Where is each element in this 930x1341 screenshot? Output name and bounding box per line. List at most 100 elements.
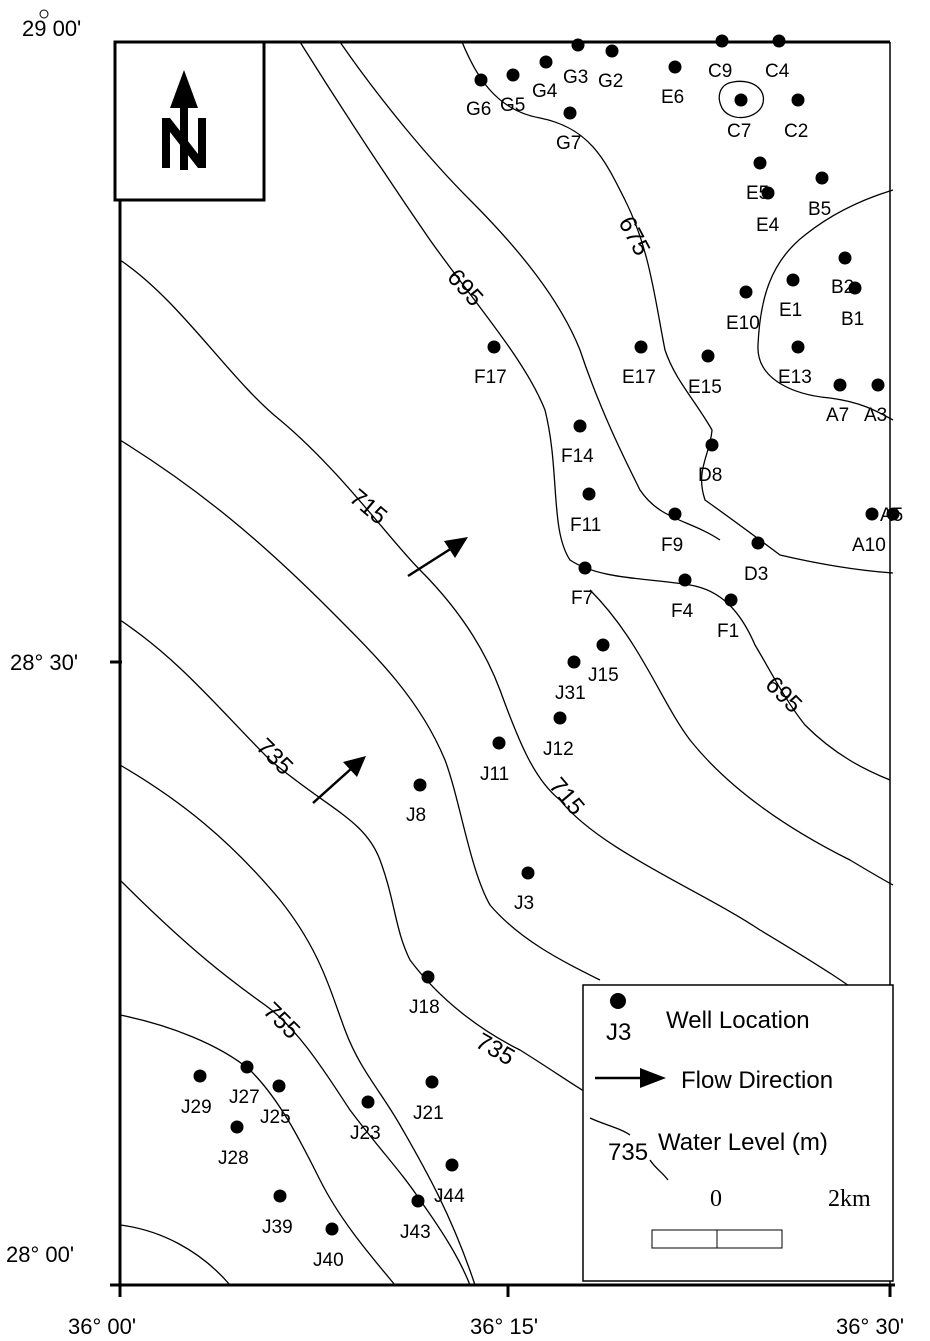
well-label: F7 <box>571 588 593 609</box>
well-label: J39 <box>262 1217 293 1238</box>
well-g5: G5 <box>500 68 525 116</box>
flow-arrows <box>312 537 468 804</box>
contour-755 <box>119 879 471 1286</box>
well-marker <box>865 507 879 521</box>
well-marker <box>739 285 753 299</box>
well-label: G4 <box>532 81 558 102</box>
well-label: G5 <box>500 95 525 116</box>
well-marker <box>715 34 729 48</box>
well-marker <box>634 340 648 354</box>
well-label: F1 <box>717 621 739 642</box>
contour-line-c <box>119 1224 231 1286</box>
well-label: A7 <box>826 405 849 426</box>
contour-label-735-west: 735 <box>251 733 298 780</box>
well-label: D3 <box>744 564 768 585</box>
well-c9: C9 <box>708 34 732 82</box>
contour-label-695-south: 695 <box>760 671 807 718</box>
well-marker <box>761 186 775 200</box>
well-label: J44 <box>434 1186 465 1207</box>
contour-line-b <box>119 1014 396 1286</box>
well-label: B5 <box>808 199 831 220</box>
well-label: E10 <box>726 313 760 334</box>
well-c4: C4 <box>765 34 790 82</box>
lon-label-mid: 36° 15' <box>470 1314 538 1339</box>
legend-contour-sample-line <box>589 1117 669 1181</box>
well-marker <box>425 1075 439 1089</box>
well-f11: F11 <box>570 487 601 536</box>
contour-695 <box>299 41 891 781</box>
well-label: J31 <box>555 683 586 704</box>
well-label: E17 <box>622 367 656 388</box>
well-f17: F17 <box>474 340 507 388</box>
legend-flow-arrow-head <box>640 1068 666 1088</box>
well-label: F14 <box>561 446 594 467</box>
well-label: G2 <box>598 71 623 92</box>
well-f1: F1 <box>717 593 739 642</box>
scale-end: 2km <box>828 1186 871 1212</box>
well-label: F4 <box>671 601 694 622</box>
well-label: J18 <box>409 997 440 1018</box>
well-label: E6 <box>661 87 684 108</box>
well-marker <box>833 378 847 392</box>
well-marker <box>668 507 682 521</box>
well-marker <box>413 778 427 792</box>
well-e5: E5 <box>746 156 769 204</box>
well-j8: J8 <box>406 778 427 826</box>
well-marker <box>791 93 805 107</box>
legend-water-level-sample: 735 <box>608 1139 648 1166</box>
well-e15: E15 <box>688 349 722 398</box>
well-f9: F9 <box>661 507 683 556</box>
well-label: J3 <box>514 893 534 914</box>
well-e6: E6 <box>661 60 684 108</box>
well-marker <box>578 561 592 575</box>
well-marker <box>563 106 577 120</box>
well-label: J40 <box>313 1250 344 1271</box>
lon-label-left: 36° 00' <box>68 1314 136 1339</box>
scale-bar <box>651 1229 783 1249</box>
well-label: J8 <box>406 805 426 826</box>
well-c2: C2 <box>784 93 808 142</box>
well-marker <box>230 1120 244 1134</box>
legend-well-location: Well Location <box>666 1007 810 1034</box>
contour-675-east <box>757 189 894 421</box>
well-a7: A7 <box>826 378 849 426</box>
well-b2: B2 <box>831 251 854 298</box>
legend: J3 Well Location Flow Direction 735 Wate… <box>582 984 894 1282</box>
flow-arrow-south <box>312 756 366 804</box>
well-label: E5 <box>746 183 769 204</box>
well-label: B1 <box>841 309 864 330</box>
well-j40: J40 <box>313 1222 344 1271</box>
well-f14: F14 <box>561 419 594 467</box>
well-j27: J27 <box>229 1060 260 1108</box>
well-label: F9 <box>661 535 683 556</box>
legend-well-sample: J3 <box>606 1019 631 1046</box>
contour-lines <box>119 41 894 1286</box>
well-marker <box>871 378 885 392</box>
legend-water-level: Water Level (m) <box>658 1129 828 1156</box>
well-marker <box>886 507 900 521</box>
lat-label-mid: 28° 30' <box>10 650 78 675</box>
well-j44: J44 <box>434 1158 465 1207</box>
well-label: E13 <box>778 367 812 388</box>
well-label: A10 <box>852 535 886 556</box>
well-label: C9 <box>708 61 732 82</box>
well-d3: D3 <box>744 536 768 585</box>
well-j28: J28 <box>218 1120 249 1169</box>
well-marker <box>521 866 535 880</box>
well-marker <box>474 73 488 87</box>
well-label: G6 <box>466 99 491 120</box>
well-marker <box>668 60 682 74</box>
well-marker <box>193 1069 207 1083</box>
well-marker <box>815 171 829 185</box>
legend-flow-direction: Flow Direction <box>681 1067 833 1094</box>
north-arrow-icon <box>170 70 198 170</box>
well-marker <box>848 281 862 295</box>
well-marker <box>724 593 738 607</box>
well-label: G3 <box>563 67 588 88</box>
well-label: E1 <box>779 300 802 321</box>
well-label: J15 <box>588 665 619 686</box>
contour-735 <box>119 619 601 1101</box>
well-label: A3 <box>864 405 887 426</box>
